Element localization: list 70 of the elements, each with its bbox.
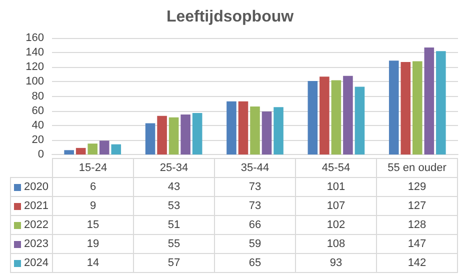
bar <box>343 76 353 154</box>
legend-label: 2021 <box>10 196 52 216</box>
bar <box>250 106 260 154</box>
data-label: 55 <box>134 234 214 254</box>
bar <box>145 123 156 154</box>
bar <box>180 114 190 154</box>
y-tick-label: 140 <box>26 46 44 59</box>
y-tick-label: 80 <box>32 90 44 102</box>
bar <box>308 80 318 154</box>
data-label: 43 <box>134 178 214 196</box>
x-tick-label: 35-44 <box>214 158 296 178</box>
bar <box>274 107 284 154</box>
bar <box>238 101 248 154</box>
data-label: 57 <box>134 254 214 272</box>
bar <box>111 144 122 154</box>
data-label: 53 <box>134 196 214 216</box>
data-label: 14 <box>52 254 134 272</box>
bar <box>157 116 167 154</box>
y-tick-label: 0 <box>38 148 44 160</box>
data-label: 65 <box>214 254 296 272</box>
bar <box>354 86 365 154</box>
bar <box>192 112 202 154</box>
data-label: 127 <box>376 196 458 216</box>
bar <box>388 60 399 154</box>
bar <box>226 101 236 154</box>
bar <box>88 144 98 154</box>
data-label: 102 <box>296 216 376 234</box>
data-label: 93 <box>296 254 376 272</box>
data-label: 108 <box>296 234 376 254</box>
bar <box>320 76 330 154</box>
data-label: 73 <box>214 178 296 196</box>
data-label: 142 <box>376 254 458 272</box>
y-tick-label: 120 <box>26 61 44 74</box>
bar <box>168 117 179 154</box>
bar <box>99 140 110 154</box>
data-label: 19 <box>52 234 134 254</box>
data-label: 101 <box>296 178 376 196</box>
legend-label: 2020 <box>10 178 52 196</box>
x-tick-label: 15-24 <box>52 158 134 178</box>
bar <box>424 47 434 154</box>
bar <box>331 80 342 154</box>
data-label: 6 <box>52 178 134 196</box>
legend-label: 2023 <box>10 234 52 254</box>
bar <box>64 150 74 154</box>
data-label: 15 <box>52 216 134 234</box>
data-label: 107 <box>296 196 376 216</box>
data-label: 9 <box>52 196 134 216</box>
bar <box>412 61 422 154</box>
x-tick-label: 45-54 <box>296 158 376 178</box>
data-label: 147 <box>376 234 458 254</box>
y-tick-label: 40 <box>32 119 44 132</box>
y-tick-label: 160 <box>26 32 44 44</box>
y-tick-label: 100 <box>26 76 44 88</box>
x-tick-label: 25-34 <box>134 158 214 178</box>
bar <box>262 112 272 154</box>
data-label: 73 <box>214 196 296 216</box>
y-tick-label: 60 <box>32 104 44 117</box>
x-tick-label: 55 en ouder <box>376 158 458 178</box>
data-label: 66 <box>214 216 296 234</box>
data-label: 59 <box>214 234 296 254</box>
chart-title: Leeftijdsopbouw <box>166 8 294 26</box>
bar <box>400 62 411 154</box>
bar <box>76 148 86 154</box>
legend-label: 2022 <box>10 216 52 234</box>
legend-label: 2024 <box>10 254 52 272</box>
bar <box>436 51 446 154</box>
data-label: 129 <box>376 178 458 196</box>
data-label: 51 <box>134 216 214 234</box>
y-tick-label: 20 <box>32 134 44 146</box>
data-label: 128 <box>376 216 458 234</box>
